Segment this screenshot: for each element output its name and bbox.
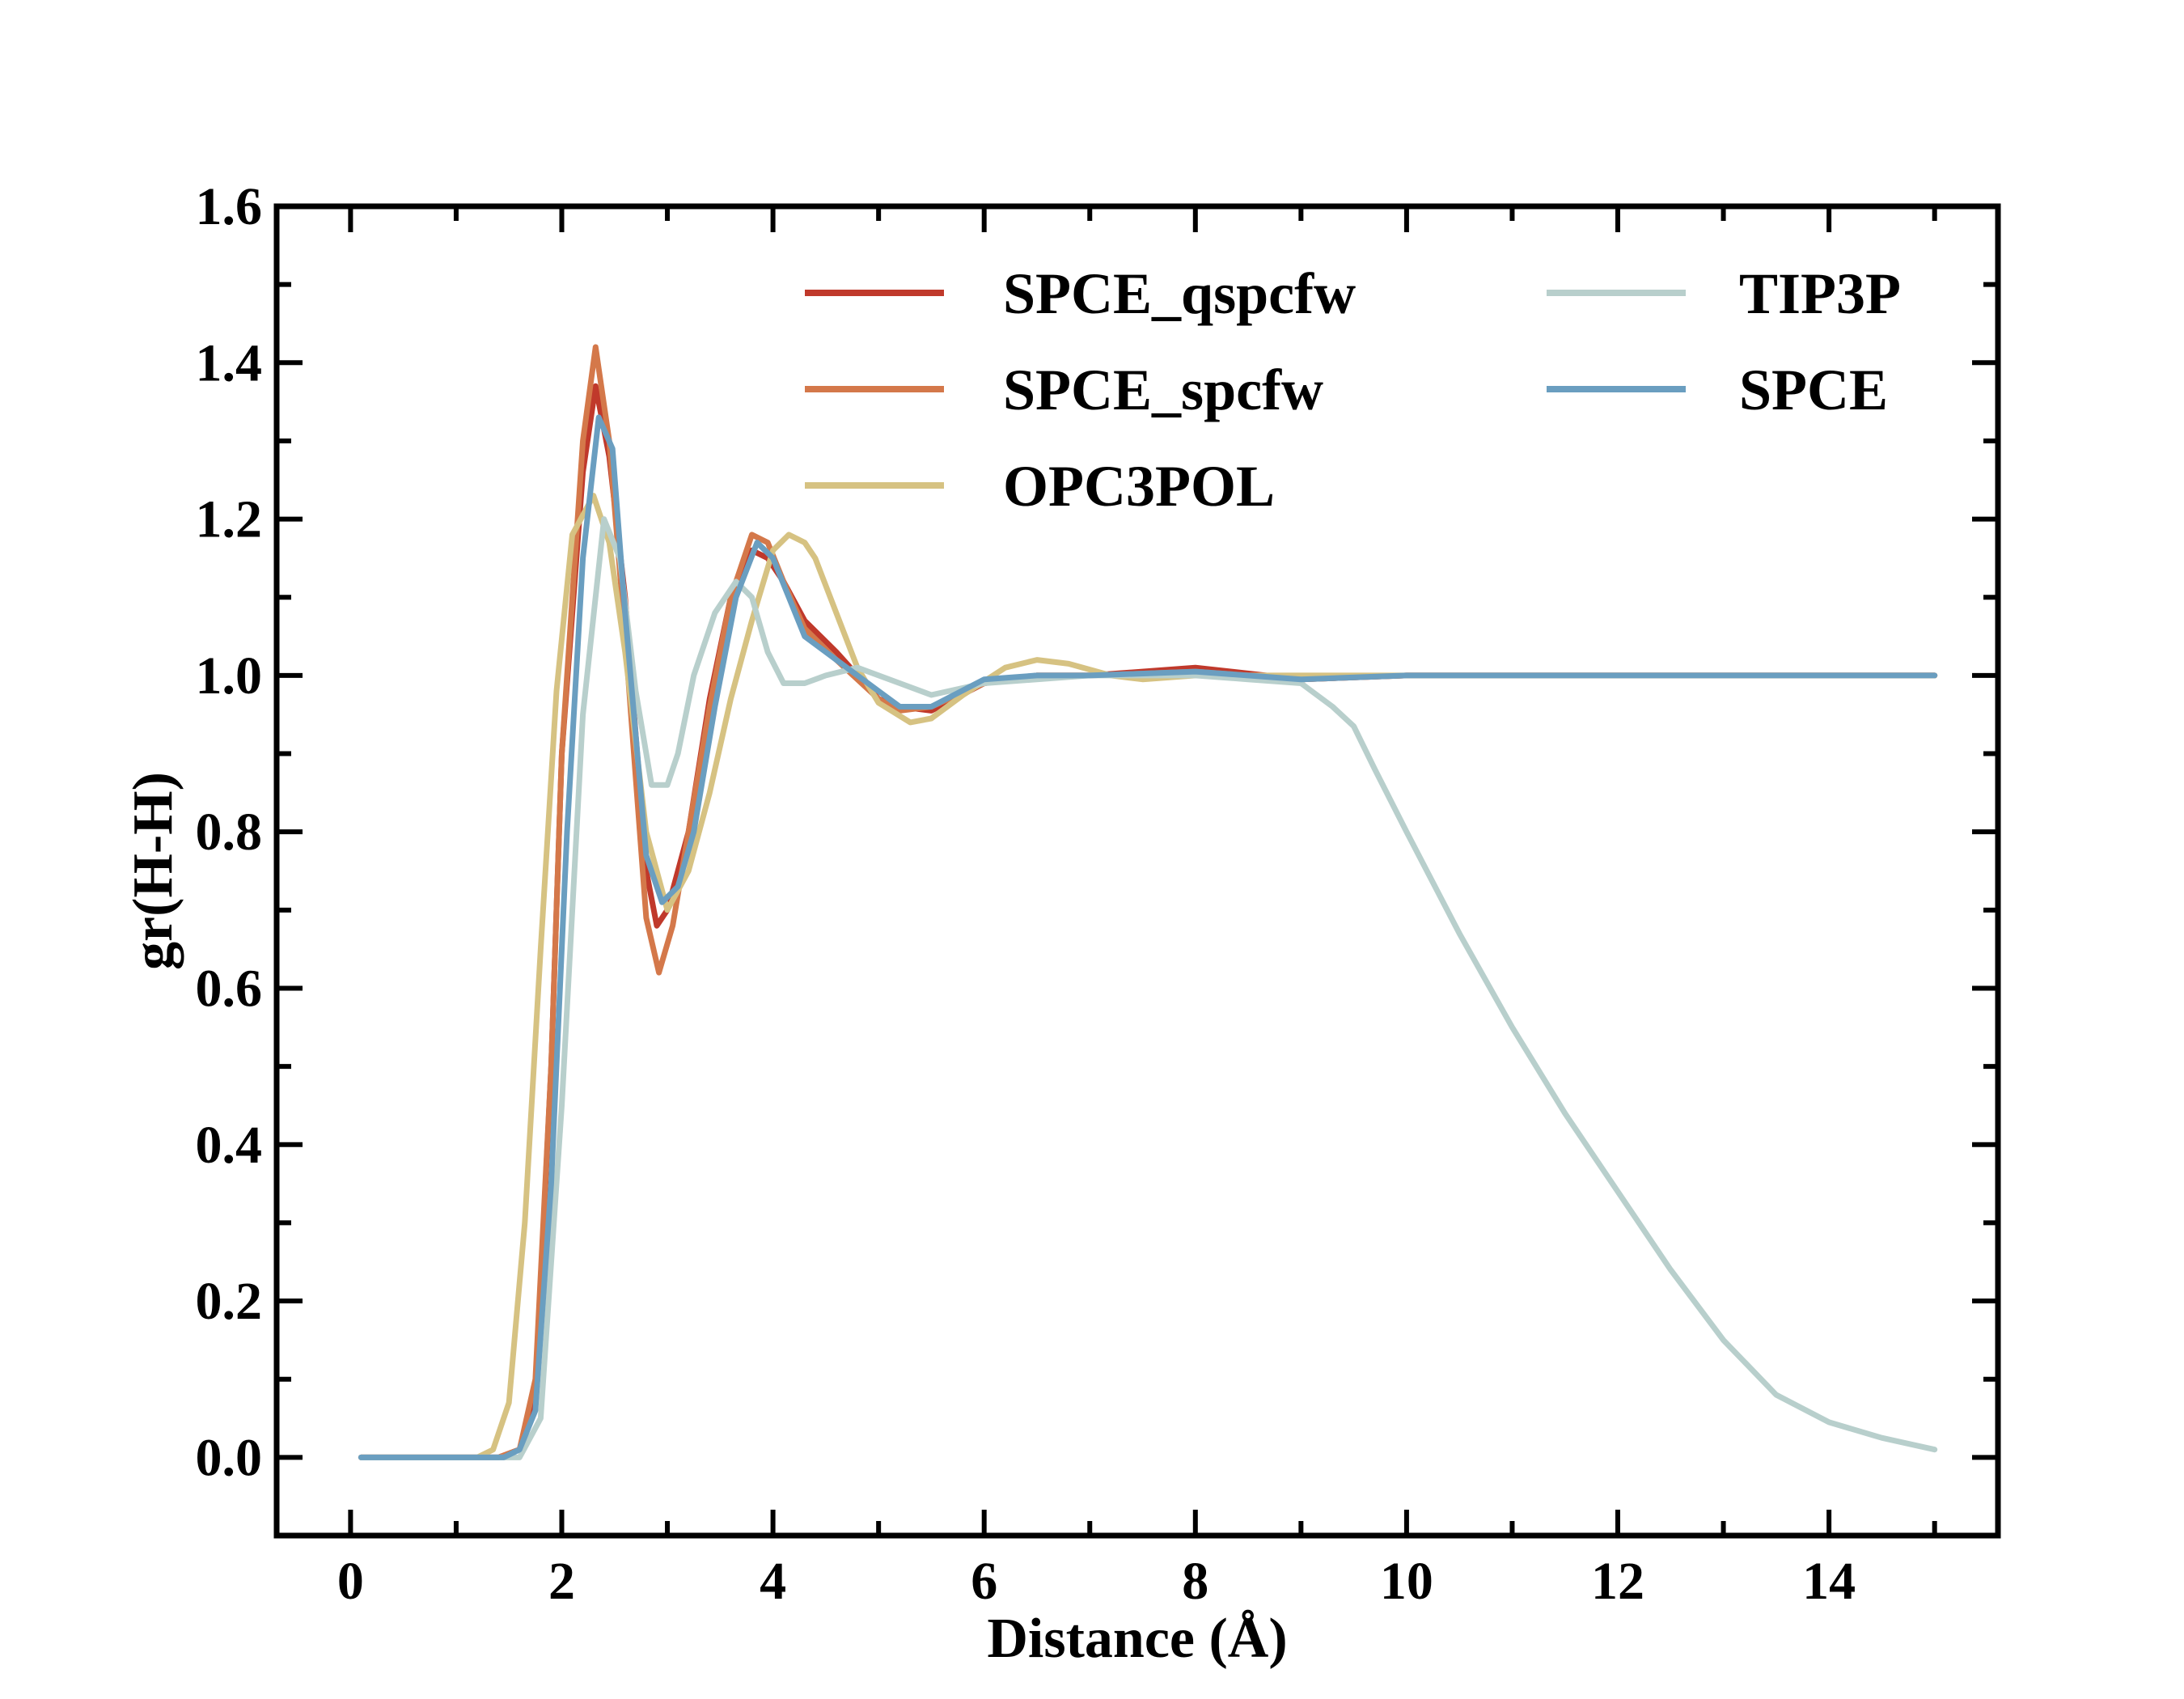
y-tick-label: 0.8 [196, 803, 263, 862]
y-tick-label: 0.2 [196, 1272, 263, 1331]
y-tick-label: 0.0 [196, 1428, 263, 1487]
x-tick-label: 6 [971, 1552, 997, 1611]
series-line-spce [358, 414, 1938, 1460]
y-tick-label: 1.4 [196, 333, 263, 392]
x-tick-label: 10 [1380, 1552, 1433, 1611]
y-tick-label: 1.6 [196, 177, 263, 236]
legend-label: TIP3P [1739, 261, 1901, 326]
legend-label: SPCE [1739, 358, 1888, 422]
y-tick-label: 0.4 [196, 1116, 263, 1175]
x-tick-label: 14 [1802, 1552, 1856, 1611]
series-line-tip3p [358, 516, 1938, 1460]
x-tick-label: 2 [548, 1552, 575, 1611]
tick-labels: 0 2 4 6 8 10 12 14 0.0 0.2 0.4 0.6 0.8 1.0 1.2 1.4 1.6 [196, 177, 1856, 1611]
plot-lines [358, 344, 1938, 1460]
y-axis-title: gr(H-H) [122, 772, 184, 970]
y-tick-label: 0.6 [196, 959, 263, 1018]
legend: SPCE_qspcfw SPCE_spcfw OPC3POL TIP3P SPCE [805, 261, 1901, 519]
legend-label: SPCE_qspcfw [1003, 261, 1356, 326]
x-tick-label: 12 [1591, 1552, 1644, 1611]
y-tick-label: 1.2 [196, 490, 263, 549]
x-tick-label: 8 [1182, 1552, 1208, 1611]
legend-label: OPC3POL [1003, 454, 1275, 519]
x-axis-title: Distance (Å) [987, 1608, 1287, 1670]
y-tick-label: 1.0 [196, 646, 263, 705]
plot-frame [273, 203, 2001, 1539]
x-tick-label: 4 [760, 1552, 786, 1611]
legend-label: SPCE_spcfw [1003, 358, 1323, 422]
x-tick-label: 0 [337, 1552, 364, 1611]
